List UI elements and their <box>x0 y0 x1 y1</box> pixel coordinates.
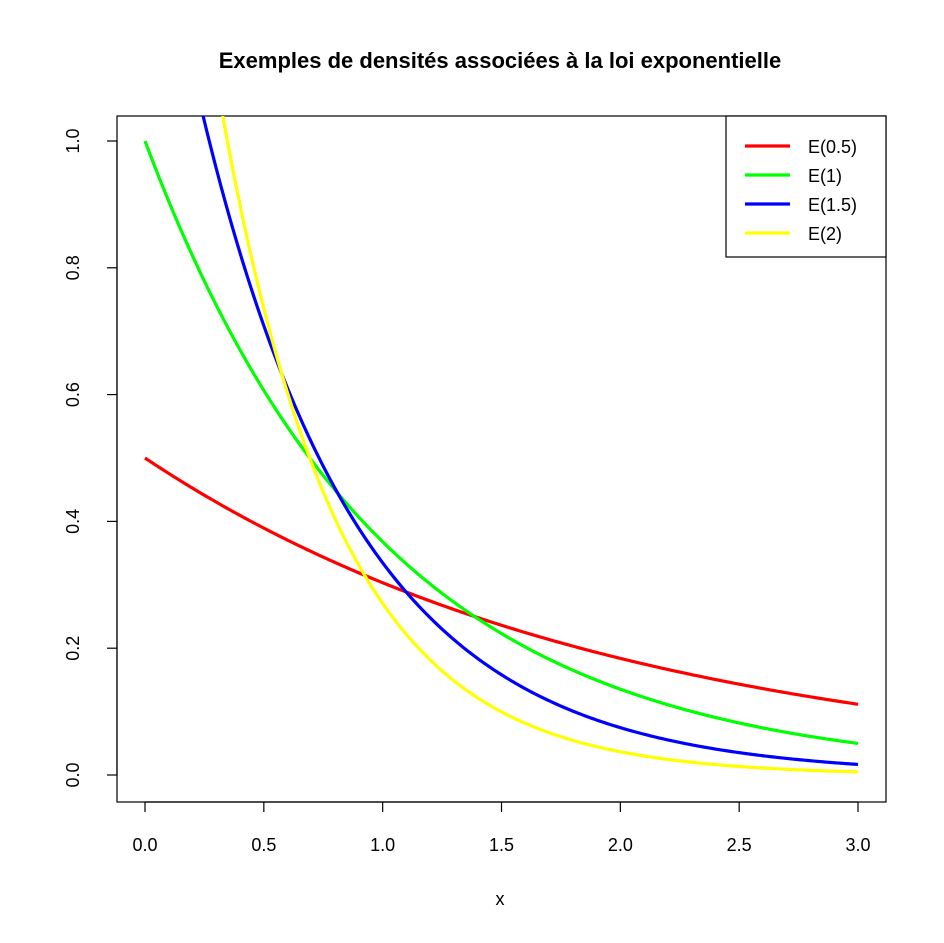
legend-label-3: E(2) <box>808 224 842 244</box>
chart-title: Exemples de densités associées à la loi … <box>219 48 781 73</box>
y-tick-label: 0.4 <box>63 509 83 534</box>
x-tick-label: 1.0 <box>370 835 395 855</box>
legend-label-1: E(1) <box>808 166 842 186</box>
series-layer <box>143 116 859 774</box>
legend-box <box>725 115 887 258</box>
y-axis: 0.0 0.2 0.4 0.6 0.8 1.0 <box>63 128 118 788</box>
series-line-2 <box>201 116 859 767</box>
legend-label-2: E(1.5) <box>808 195 857 215</box>
x-axis: 0.0 0.5 1.0 1.5 2.0 2.5 3.0 <box>132 801 871 855</box>
y-tick-label: 0.8 <box>63 255 83 280</box>
y-tick-label: 0.0 <box>63 762 83 787</box>
x-tick-label: 0.0 <box>132 835 157 855</box>
x-axis-label: x <box>496 889 505 909</box>
x-tick-label: 2.5 <box>727 835 752 855</box>
y-tick-label: 1.0 <box>63 128 83 153</box>
y-tick-label: 0.6 <box>63 382 83 407</box>
x-tick-label: 0.5 <box>251 835 276 855</box>
legend: E(0.5) E(1) E(1.5) E(2) <box>725 115 887 258</box>
series-line-1 <box>143 140 859 746</box>
y-tick-label: 0.2 <box>63 636 83 661</box>
x-tick-label: 2.0 <box>608 835 633 855</box>
series-line-3 <box>221 116 859 774</box>
legend-label-0: E(0.5) <box>808 137 857 157</box>
series-line-0 <box>144 456 859 706</box>
x-tick-label: 3.0 <box>845 835 870 855</box>
x-tick-label: 1.5 <box>489 835 514 855</box>
